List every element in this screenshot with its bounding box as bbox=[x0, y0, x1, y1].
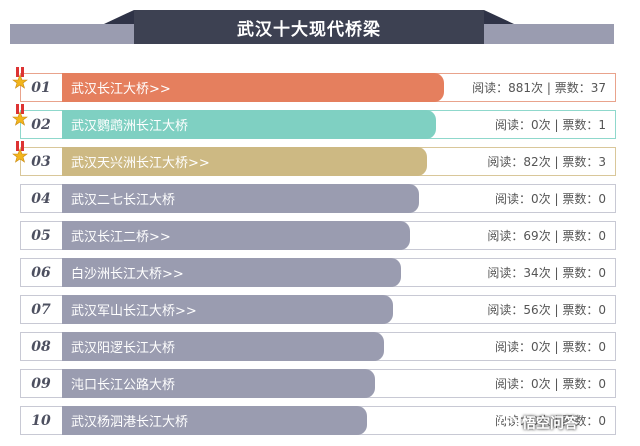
bridge-name-link[interactable]: 武汉二七长江大桥 bbox=[62, 184, 419, 213]
bridge-name-link[interactable]: 白沙洲长江大桥>> bbox=[62, 258, 401, 287]
rank-number: 09 bbox=[31, 375, 51, 392]
watermark-text: 悟空问答 bbox=[522, 416, 578, 432]
medal-icon bbox=[12, 67, 28, 89]
row-stats: 阅读：0次 | 票数：0 bbox=[495, 414, 606, 428]
rank-number: 05 bbox=[31, 227, 51, 244]
ranking-row-9[interactable]: 09 沌口长江公路大桥 阅读：0次 | 票数：0 bbox=[20, 369, 616, 398]
bridge-name-link[interactable]: 武汉军山长江大桥>> bbox=[62, 295, 393, 324]
rank-number: 02 bbox=[31, 116, 51, 133]
ranking-row-7[interactable]: 07 武汉军山长江大桥>> 阅读：56次 | 票数：0 bbox=[20, 295, 616, 324]
row-stats: 阅读：34次 | 票数：0 bbox=[487, 266, 606, 280]
row-stats: 阅读：56次 | 票数：0 bbox=[487, 303, 606, 317]
row-stats: 阅读：0次 | 票数：0 bbox=[495, 377, 606, 391]
rank-number: 03 bbox=[31, 153, 51, 170]
rank-number: 04 bbox=[31, 190, 51, 207]
rank-number: 01 bbox=[31, 79, 51, 96]
row-stats: 阅读：0次 | 票数：1 bbox=[495, 118, 606, 132]
header-wing-left bbox=[104, 10, 134, 24]
watermark: 悟空问答 bbox=[498, 410, 638, 436]
ranking-row-3[interactable]: 03 武汉天兴洲长江大桥>> 阅读：82次 | 票数：3 bbox=[12, 141, 616, 176]
medal-icon bbox=[12, 141, 28, 163]
rank-number: 08 bbox=[31, 338, 51, 355]
bridge-name-link[interactable]: 武汉阳逻长江大桥 bbox=[62, 332, 384, 361]
row-stats: 阅读：82次 | 票数：3 bbox=[487, 155, 606, 169]
bridge-name-link[interactable]: 武汉鹦鹉洲长江大桥 bbox=[62, 110, 436, 139]
wukong-logo-icon bbox=[499, 414, 517, 432]
ranking-row-2[interactable]: 02 武汉鹦鹉洲长江大桥 阅读：0次 | 票数：1 bbox=[12, 104, 616, 139]
bridge-name-link[interactable]: 沌口长江公路大桥 bbox=[62, 369, 375, 398]
page-title: 武汉十大现代桥梁 bbox=[134, 10, 484, 44]
ranking-row-6[interactable]: 06 白沙洲长江大桥>> 阅读：34次 | 票数：0 bbox=[20, 258, 616, 287]
ranking-row-8[interactable]: 08 武汉阳逻长江大桥 阅读：0次 | 票数：0 bbox=[20, 332, 616, 361]
ranking-row-1[interactable]: 01 武汉长江大桥>> 阅读：881次 | 票数：37 bbox=[12, 67, 616, 102]
bridge-name-link[interactable]: 武汉天兴洲长江大桥>> bbox=[62, 147, 427, 176]
row-stats: 阅读：0次 | 票数：0 bbox=[495, 340, 606, 354]
row-stats: 阅读：69次 | 票数：0 bbox=[487, 229, 606, 243]
row-stats: 阅读：0次 | 票数：0 bbox=[495, 192, 606, 206]
bridge-name-link[interactable]: 武汉长江二桥>> bbox=[62, 221, 410, 250]
ranking-row-4[interactable]: 04 武汉二七长江大桥 阅读：0次 | 票数：0 bbox=[20, 184, 616, 213]
bridge-name-link[interactable]: 武汉长江大桥>> bbox=[62, 73, 444, 102]
header-wing-right bbox=[484, 10, 514, 24]
rank-number: 10 bbox=[31, 412, 51, 429]
rank-number: 06 bbox=[31, 264, 51, 281]
rank-number: 07 bbox=[31, 301, 51, 318]
medal-icon bbox=[12, 104, 28, 126]
ranking-row-10[interactable]: 10 武汉杨泗港长江大桥 阅读：0次 | 票数：0 bbox=[20, 406, 616, 435]
row-stats: 阅读：881次 | 票数：37 bbox=[472, 81, 606, 95]
bridge-name-link[interactable]: 武汉杨泗港长江大桥 bbox=[62, 406, 367, 435]
ranking-row-5[interactable]: 05 武汉长江二桥>> 阅读：69次 | 票数：0 bbox=[20, 221, 616, 250]
